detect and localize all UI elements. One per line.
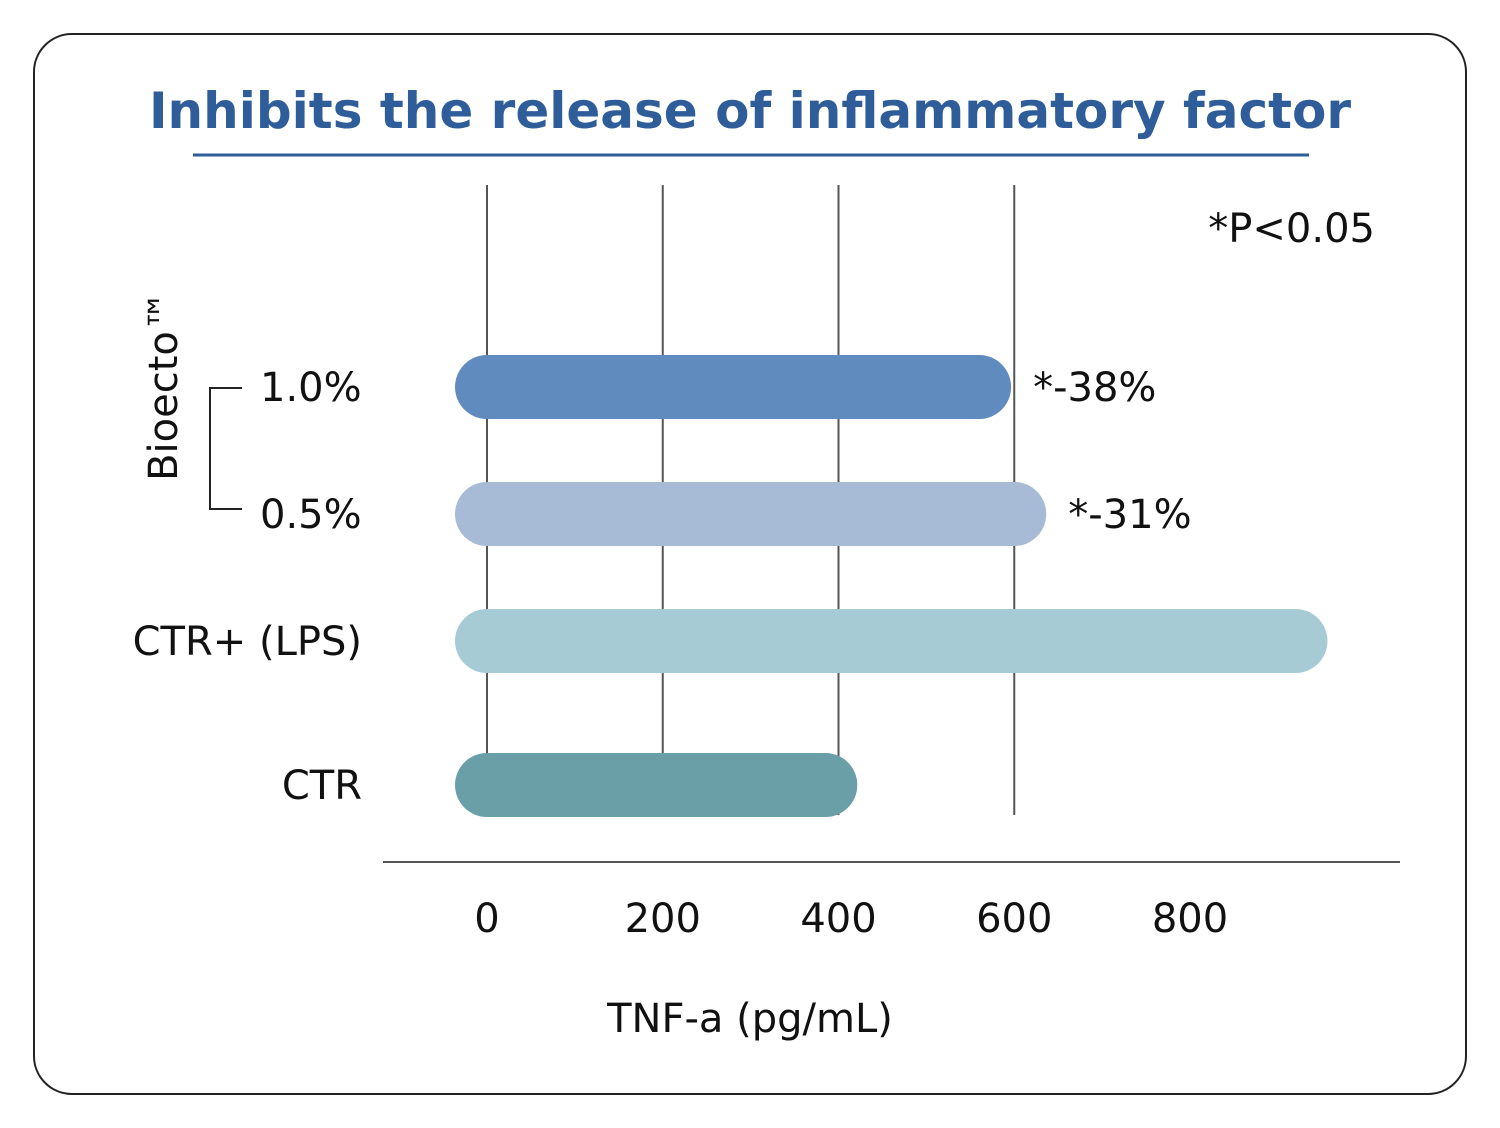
category-label-3: CTR — [282, 763, 362, 809]
x-tick-800: 800 — [1152, 896, 1228, 942]
chart-title: Inhibits the release of inflammatory fac… — [149, 82, 1351, 140]
x-axis-label: TNF-a (pg/mL) — [606, 996, 893, 1042]
bar-3 — [455, 753, 858, 817]
category-label-1: 0.5% — [260, 492, 362, 538]
annotation-1: *-31% — [1068, 492, 1191, 538]
bar-0 — [455, 355, 1012, 419]
x-tick-600: 600 — [976, 896, 1052, 942]
bar-annotations: *-38% *-31% — [1033, 365, 1191, 538]
group-label: Bioecto™ — [141, 291, 187, 481]
bars — [455, 355, 1328, 817]
category-label-2: CTR+ (LPS) — [133, 619, 362, 665]
bar-1 — [455, 482, 1047, 546]
group-bracket — [209, 387, 242, 510]
bar-2 — [455, 609, 1328, 673]
annotation-0: *-38% — [1033, 365, 1156, 411]
chart-card — [33, 33, 1467, 1095]
category-labels: 1.0% 0.5% CTR+ (LPS) CTR — [133, 365, 362, 809]
x-tick-200: 200 — [625, 896, 701, 942]
x-tick-400: 400 — [800, 896, 876, 942]
x-tick-0: 0 — [474, 896, 499, 942]
significance-note: *P<0.05 — [1208, 206, 1375, 252]
x-tick-labels: 0 200 400 600 800 — [474, 896, 1228, 942]
category-label-0: 1.0% — [260, 365, 362, 411]
